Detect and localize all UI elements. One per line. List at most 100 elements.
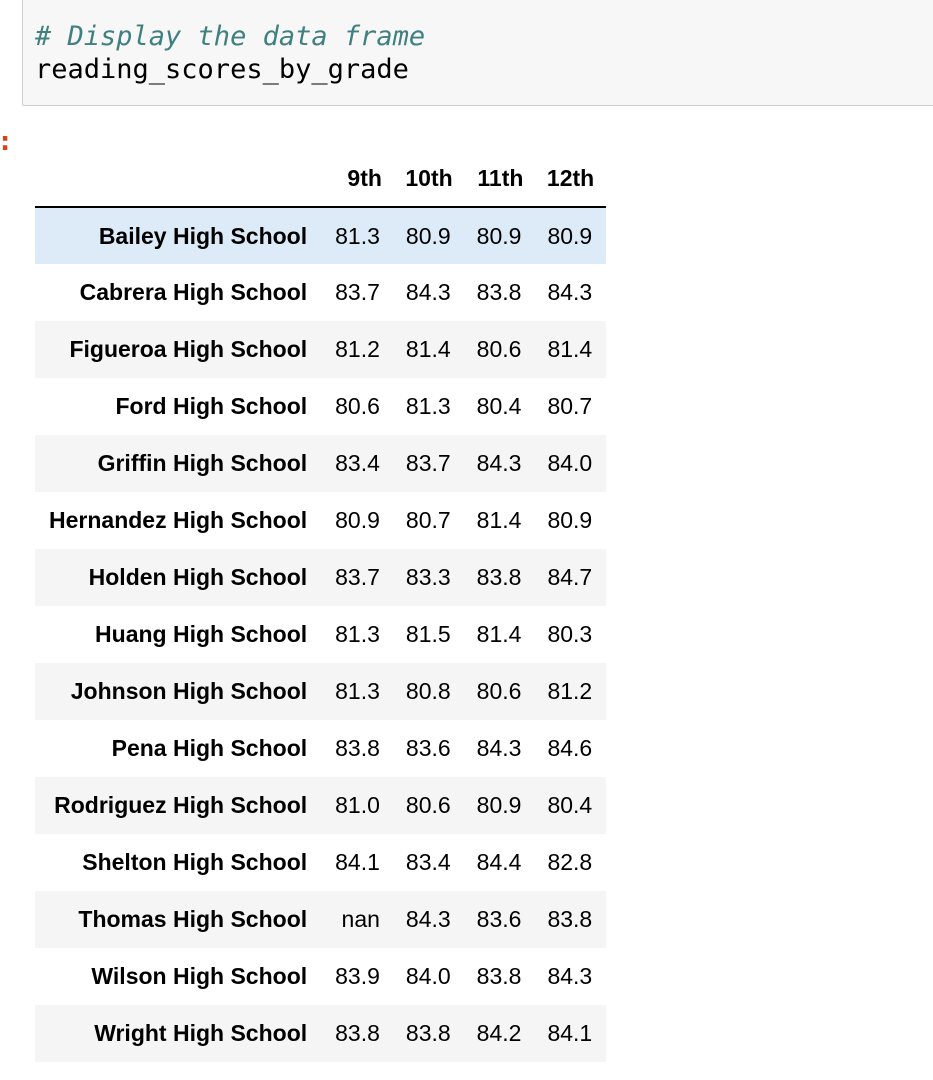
table-cell: 84.3 (405, 906, 451, 932)
table-cell: 80.6 (405, 792, 451, 818)
table-cell: 83.7 (405, 450, 451, 476)
table-cell: 80.9 (335, 507, 380, 533)
table-row: Cabrera High School 83.7 84.3 83.8 84.3 (35, 264, 607, 321)
table-cell: 83.8 (335, 1020, 380, 1046)
table-cell: 84.1 (335, 849, 380, 875)
row-index-label: Huang High School (95, 621, 308, 647)
table-cell: 80.9 (476, 222, 522, 249)
table-cell: 83.7 (335, 279, 380, 305)
table-cell: 83.7 (335, 564, 380, 590)
table-cell: 84.3 (405, 279, 451, 305)
table-cell: 84.3 (476, 735, 522, 761)
table-cell: 81.4 (405, 336, 451, 362)
table-cell: 83.8 (476, 564, 522, 590)
table-cell: 84.3 (547, 279, 593, 305)
table-cell: 84.2 (476, 1020, 522, 1046)
table-row: Ford High School 80.6 81.3 80.4 80.7 (35, 378, 607, 435)
table-cell: 84.7 (547, 564, 593, 590)
table-cell: 80.6 (335, 393, 380, 419)
column-header: 9th (323, 150, 394, 208)
table-cell: 80.9 (476, 792, 522, 818)
row-index-label: Rodriguez High School (54, 792, 308, 818)
table-row: Bailey High School 81.3 80.9 80.9 80.9 (35, 207, 607, 264)
table-row: Thomas High School nan 84.3 83.6 83.8 (35, 891, 607, 948)
table-cell: 84.3 (547, 963, 593, 989)
table-row: Wright High School 83.8 83.8 84.2 84.1 (35, 1005, 607, 1062)
table-cell: 80.7 (405, 507, 451, 533)
table-cell: 80.4 (547, 792, 593, 818)
table-cell: 80.6 (476, 336, 522, 362)
table-cell: 80.3 (547, 621, 593, 647)
table-cell: 80.4 (476, 393, 522, 419)
table-cell: 83.4 (335, 450, 380, 476)
column-header: 12th (535, 150, 607, 208)
table-cell: 81.4 (476, 507, 522, 533)
table-cell: 80.6 (476, 678, 522, 704)
table-cell: 80.7 (547, 393, 593, 419)
row-index-label: Cabrera High School (79, 279, 308, 305)
table-cell: 83.8 (335, 735, 380, 761)
table-cell: 84.0 (405, 963, 451, 989)
table-cell: 83.4 (405, 849, 451, 875)
table-cell: 84.1 (547, 1020, 593, 1046)
output-prompt: : (0, 126, 13, 157)
table-cell: 81.0 (335, 792, 380, 818)
row-index-label: Thomas High School (78, 906, 308, 932)
table-row: Wilson High School 83.9 84.0 83.8 84.3 (35, 948, 607, 1005)
row-index-label: Griffin High School (97, 450, 308, 476)
table-cell: 80.9 (405, 222, 451, 249)
row-index-label: Pena High School (111, 735, 308, 761)
column-header: 11th (464, 150, 536, 208)
table-cell: 82.8 (547, 849, 593, 875)
table-cell: 80.9 (547, 222, 593, 249)
table-row: Hernandez High School 80.9 80.7 81.4 80.9 (35, 492, 607, 549)
table-cell: 83.8 (405, 1020, 451, 1046)
table-row: Rodriguez High School 81.0 80.6 80.9 80.4 (35, 777, 607, 834)
row-index-label: Hernandez High School (49, 507, 308, 533)
table-cell: 83.6 (405, 735, 451, 761)
table-cell: 81.5 (405, 621, 451, 647)
table-cell: 81.2 (547, 678, 593, 704)
table-body: Bailey High School 81.3 80.9 80.9 80.9 Cabrer… (35, 207, 607, 1062)
table-cell: 80.9 (547, 507, 593, 533)
table-row: Shelton High School 84.1 83.4 84.4 82.8 (35, 834, 607, 891)
table-cell: 81.3 (335, 621, 380, 647)
table-cell: 84.4 (476, 849, 522, 875)
table-cell: 83.6 (476, 906, 522, 932)
index-header (35, 150, 324, 208)
table-cell: 81.4 (476, 621, 522, 647)
row-index-label: Figueroa High School (69, 336, 308, 362)
table-row: Holden High School 83.7 83.3 83.8 84.7 (35, 549, 607, 606)
code-cell-input[interactable]: # Display the data frame reading_scores_… (22, 0, 933, 106)
table-cell: 81.2 (335, 336, 380, 362)
table-row: Griffin High School 83.4 83.7 84.3 84.0 (35, 435, 607, 492)
dataframe-table: 9th 10th 11th 12th Bailey High School 81.… (35, 150, 607, 1062)
table-cell: 83.8 (476, 963, 522, 989)
column-header: 10th (393, 150, 465, 208)
row-index-label: Johnson High School (70, 678, 308, 704)
row-index-label: Wilson High School (91, 963, 308, 989)
code-comment: # Display the data frame (35, 21, 426, 52)
table-cell: 83.9 (335, 963, 380, 989)
table-cell: 81.4 (547, 336, 593, 362)
table-cell: 81.3 (405, 393, 451, 419)
row-index-label: Bailey High School (98, 222, 308, 249)
table-cell: 81.3 (335, 678, 380, 704)
table-cell: 81.3 (335, 222, 380, 249)
table-cell: 84.3 (476, 450, 522, 476)
code-editor[interactable]: # Display the data frame reading_scores_… (35, 20, 425, 86)
table-cell: 83.8 (547, 906, 593, 932)
table-cell: 84.0 (547, 450, 593, 476)
table-header-row: 9th 10th 11th 12th (35, 150, 607, 208)
row-index-label: Wright High School (94, 1020, 308, 1046)
table-row: Huang High School 81.3 81.5 81.4 80.3 (35, 606, 607, 663)
code-line: reading_scores_by_grade (35, 54, 409, 85)
table-row: Figueroa High School 81.2 81.4 80.6 81.4 (35, 321, 607, 378)
table-cell: 80.8 (405, 678, 451, 704)
table-cell: nan (341, 906, 380, 932)
table-cell: 83.3 (405, 564, 451, 590)
table-row: Johnson High School 81.3 80.8 80.6 81.2 (35, 663, 607, 720)
table-row: Pena High School 83.8 83.6 84.3 84.6 (35, 720, 607, 777)
table-cell: 84.6 (547, 735, 593, 761)
row-index-label: Ford High School (115, 393, 308, 419)
